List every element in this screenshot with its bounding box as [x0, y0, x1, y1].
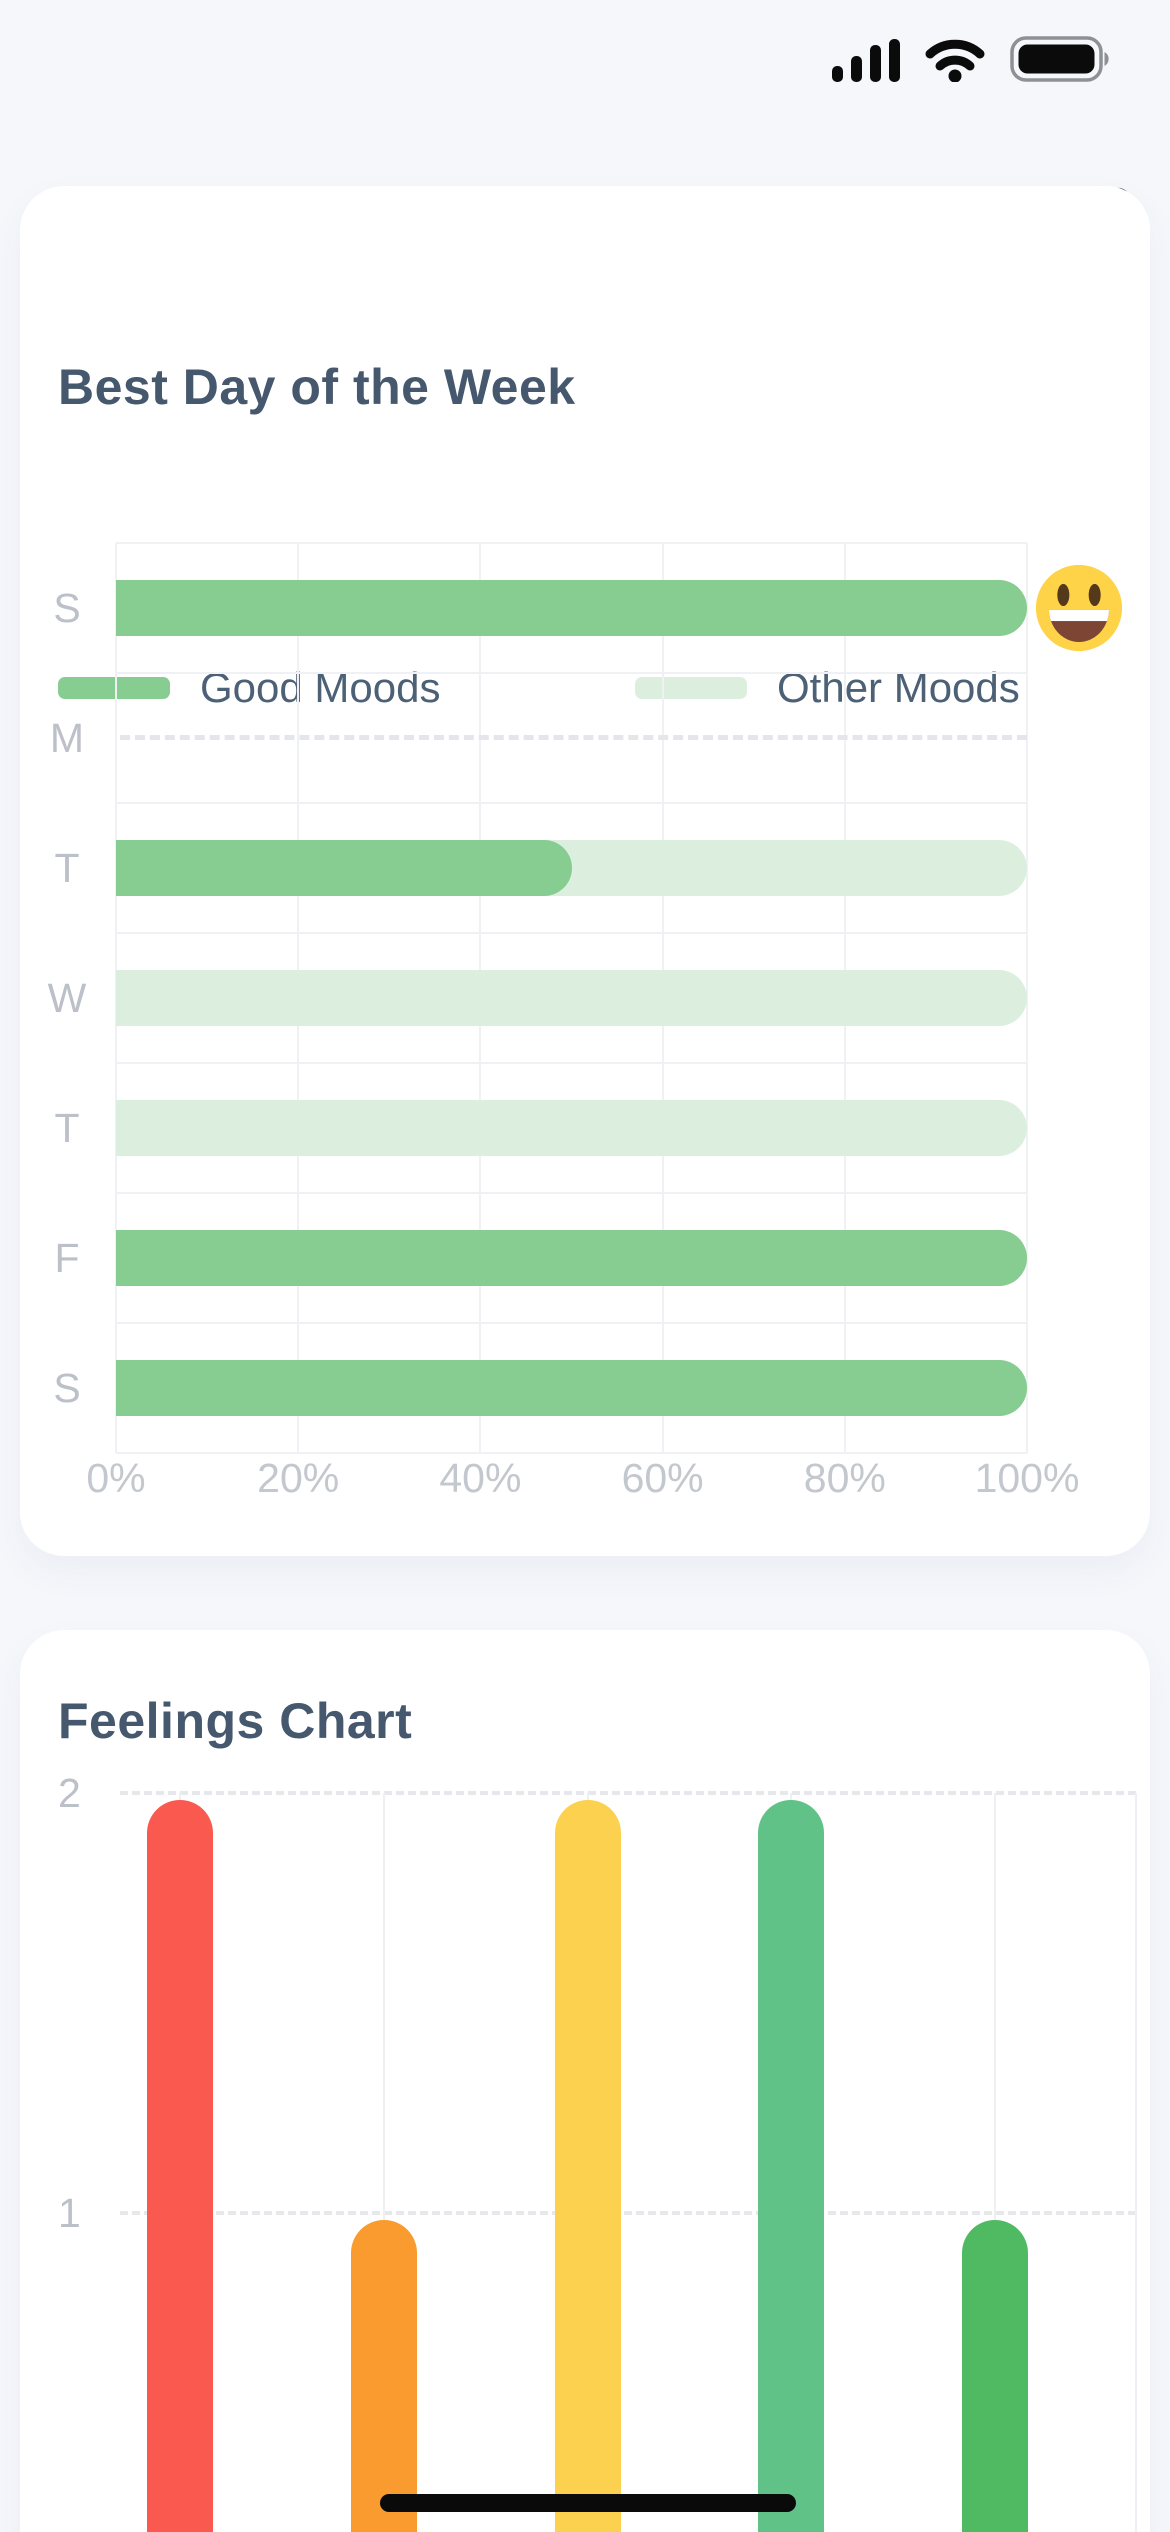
- day-label: S: [53, 585, 81, 631]
- battery-icon: [1010, 36, 1110, 82]
- x-axis-tick-label: 40%: [439, 1455, 522, 1501]
- day-label: M: [49, 715, 85, 761]
- gridline-horizontal: [116, 542, 1027, 544]
- gridline-horizontal: [116, 1062, 1027, 1064]
- gridline-vertical: [1026, 543, 1028, 1453]
- feeling-bar: [350, 2220, 417, 2532]
- gridline-dashed: [120, 1791, 1136, 1795]
- good-moods-bar: [116, 1360, 1027, 1416]
- day-label: T: [54, 1105, 80, 1151]
- best-day-plot: [115, 542, 1028, 1454]
- gridline-horizontal: [116, 1452, 1027, 1454]
- day-label: F: [54, 1235, 80, 1281]
- wifi-icon: [924, 38, 986, 82]
- best-day-card: Best Day of the Week Good Moods Other Mo…: [20, 186, 1150, 1556]
- cellular-signal-icon: [832, 36, 900, 82]
- x-axis-tick-label: 20%: [257, 1455, 340, 1501]
- feeling-bar: [962, 2220, 1028, 2532]
- home-indicator[interactable]: [380, 2494, 796, 2512]
- status-bar: [832, 34, 1110, 82]
- feeling-bar: [758, 1800, 825, 2532]
- gridline-horizontal: [116, 802, 1027, 804]
- feelings-card-title: Feelings Chart: [58, 1693, 413, 1749]
- no-data-dash: [120, 735, 1027, 740]
- gridline-horizontal: [116, 1322, 1027, 1324]
- y-axis-tick-label: 1: [58, 2190, 81, 2236]
- gridline-vertical: [382, 1793, 385, 2532]
- day-label: T: [54, 845, 80, 891]
- gridline-horizontal: [116, 932, 1027, 934]
- x-axis-tick-label: 100%: [974, 1455, 1080, 1501]
- gridline-vertical: [994, 1793, 996, 2532]
- feeling-bar: [147, 1800, 213, 2532]
- gridline-vertical: [1135, 1793, 1137, 2532]
- good-moods-swatch: [58, 677, 170, 699]
- other-moods-bar: [116, 1100, 1027, 1156]
- grinning-face-emoji: [1032, 561, 1126, 655]
- x-axis-tick-label: 60%: [621, 1455, 704, 1501]
- gridline-horizontal: [116, 672, 1027, 674]
- good-moods-label: Good Moods: [200, 664, 441, 711]
- best-day-card-title: Best Day of the Week: [58, 359, 576, 415]
- good-moods-bar: [116, 580, 1027, 636]
- x-axis-tick-label: 0%: [86, 1455, 146, 1501]
- good-moods-bar: [116, 840, 572, 896]
- good-moods-bar: [116, 1230, 1027, 1286]
- x-axis-tick-label: 80%: [803, 1455, 886, 1501]
- day-label: S: [53, 1365, 81, 1411]
- other-moods-bar: [116, 970, 1027, 1026]
- other-moods-label: Other Moods: [777, 664, 1020, 711]
- y-axis-tick-label: 2: [58, 1770, 81, 1816]
- feeling-bar: [554, 1800, 621, 2532]
- day-label: W: [47, 975, 87, 1021]
- feelings-card: Feelings Chart 2 1: [20, 1630, 1150, 2532]
- gridline-horizontal: [116, 1192, 1027, 1194]
- legend-item-good-moods: Good Moods: [58, 664, 440, 712]
- gridline-dashed: [120, 2211, 1136, 2215]
